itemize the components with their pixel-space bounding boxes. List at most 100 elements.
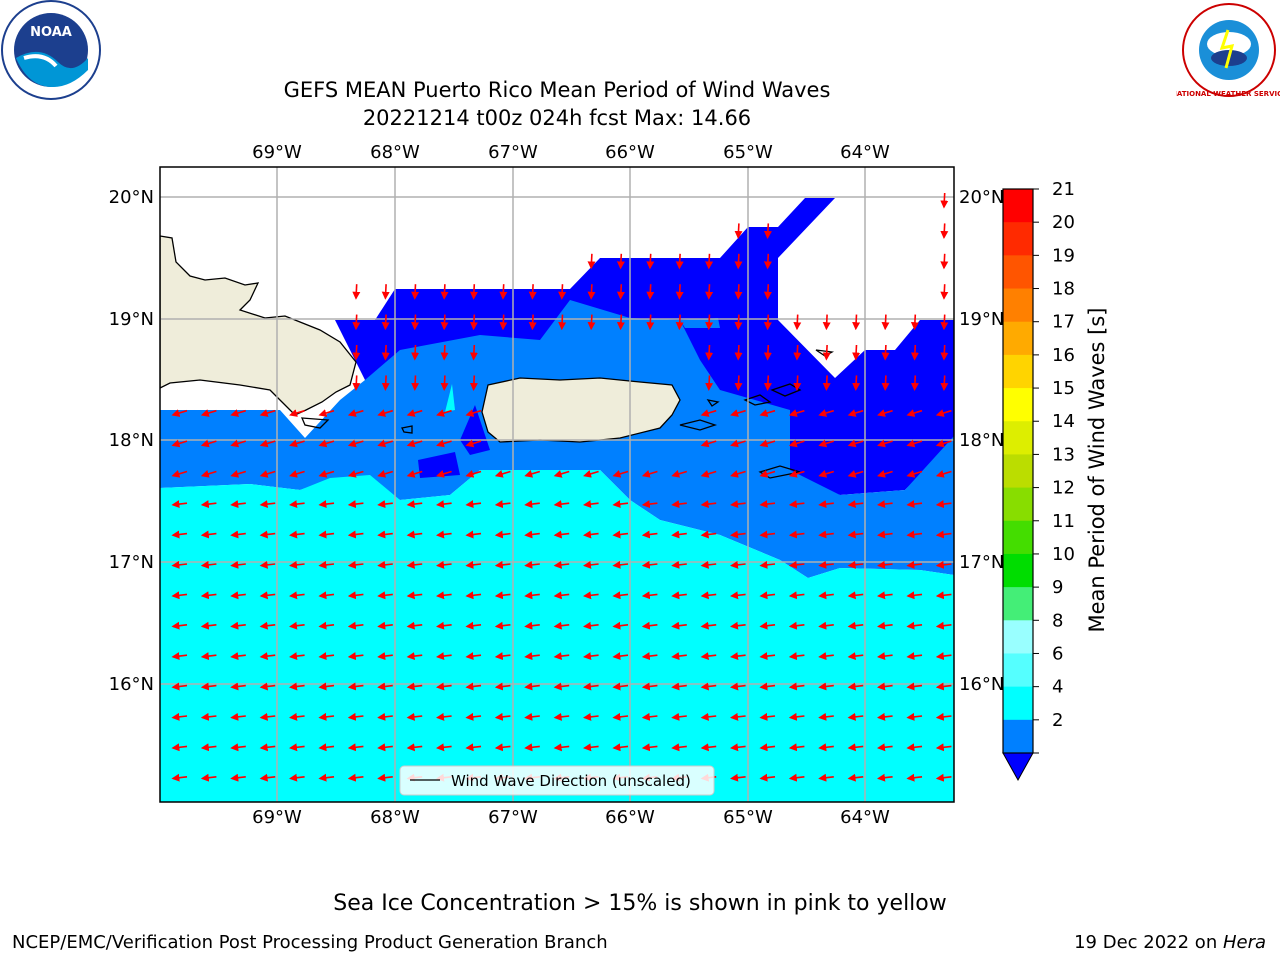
wind-arrow — [289, 652, 305, 661]
wind-arrow — [852, 375, 861, 391]
colorbar-segment — [1003, 587, 1033, 621]
wind-arrow — [230, 409, 247, 417]
wind-arrow — [818, 682, 834, 691]
wind-arrow — [818, 560, 834, 569]
wind-arrow — [230, 470, 247, 478]
wind-arrow — [818, 621, 834, 630]
wind-arrow — [230, 652, 246, 661]
wind-arrow — [700, 560, 717, 569]
cyan-patch — [445, 384, 455, 412]
wind-arrow — [465, 621, 482, 630]
lon-label: 67°W — [488, 807, 538, 828]
colorbar-tick-label: 12 — [1052, 478, 1075, 499]
wind-arrow — [646, 253, 655, 270]
wind-arrow — [935, 500, 952, 509]
wind-arrow — [763, 284, 772, 300]
wind-arrow — [700, 470, 717, 478]
wind-arrow — [465, 560, 482, 569]
wind-arrow — [494, 682, 511, 691]
lat-label: 19°N — [109, 309, 154, 330]
wind-arrow — [465, 439, 482, 448]
lon-label: 66°W — [605, 142, 655, 163]
wind-arrow — [230, 712, 246, 721]
colorbar-segment — [1003, 189, 1033, 223]
colorbar-segment — [1003, 222, 1033, 256]
wind-arrow — [906, 560, 923, 569]
wind-arrow — [700, 621, 717, 630]
colorbar-tick-label: 6 — [1052, 643, 1063, 664]
wind-arrow — [818, 743, 834, 752]
wind-arrow — [877, 439, 893, 448]
wind-arrow — [759, 500, 776, 509]
wind-arrow — [763, 314, 772, 331]
wind-arrow — [524, 652, 540, 661]
colorbar-segment — [1003, 487, 1033, 522]
wind-arrow — [465, 530, 482, 539]
wind-arrow — [230, 682, 246, 691]
wind-arrow — [259, 743, 276, 752]
wind-arrow — [877, 743, 893, 752]
colorbar-segment — [1003, 686, 1033, 721]
wind-arrow — [200, 712, 217, 721]
wind-arrow — [700, 530, 717, 539]
wind-arrow — [700, 439, 717, 448]
wind-arrow — [847, 470, 864, 478]
wind-arrow — [847, 621, 864, 630]
wind-arrow — [906, 682, 923, 691]
wind-arrow — [440, 375, 449, 391]
wind-arrow — [612, 500, 629, 509]
colorbar-tick-label: 10 — [1052, 544, 1075, 565]
lon-label: 68°W — [370, 807, 420, 828]
wind-arrow — [877, 621, 893, 630]
wind-arrow — [465, 682, 482, 691]
wind-arrow — [318, 409, 335, 417]
wind-arrow — [524, 712, 540, 721]
wind-arrow — [436, 712, 452, 721]
wind-arrow — [759, 712, 776, 721]
wind-arrow — [553, 743, 570, 752]
wind-arrow — [906, 500, 923, 509]
wind-arrow — [553, 621, 570, 630]
colorbar-segment — [1003, 520, 1033, 555]
wind-arrow — [612, 591, 629, 600]
wind-arrow — [469, 284, 478, 300]
wind-arrow — [347, 712, 364, 721]
wind-arrow — [440, 284, 449, 300]
wind-arrow — [318, 682, 335, 691]
wind-arrow — [465, 652, 482, 661]
map-legend: Wind Wave Direction (unscaled) — [399, 765, 715, 796]
wind-arrow — [200, 470, 217, 478]
wind-arrow — [587, 314, 596, 331]
lat-labels-left: 20°N 19°N 18°N 17°N 16°N — [109, 187, 154, 695]
lon-label: 68°W — [370, 142, 420, 163]
wind-arrow — [377, 621, 393, 630]
wind-arrow — [318, 773, 335, 782]
wind-arrow — [377, 560, 393, 569]
wind-arrow — [730, 621, 746, 630]
wind-arrow — [734, 253, 743, 270]
sea-ice-note: Sea Ice Concentration > 15% is shown in … — [333, 891, 947, 916]
wind-arrow — [347, 652, 364, 661]
lat-label: 16°N — [109, 674, 154, 695]
wind-arrow — [734, 284, 743, 300]
wind-arrow — [406, 712, 423, 721]
wind-arrow — [352, 375, 361, 391]
map-fields — [160, 167, 954, 802]
wind-arrow — [730, 470, 746, 478]
wind-arrow — [671, 652, 687, 661]
wind-arrow — [759, 652, 776, 661]
wind-arrow — [553, 682, 570, 691]
wind-arrow — [935, 530, 952, 539]
wind-arrow — [200, 500, 217, 509]
wind-arrow — [759, 560, 776, 569]
wind-arrow — [494, 470, 511, 478]
wind-arrow — [906, 773, 923, 782]
wind-arrow — [910, 314, 919, 331]
wind-arrow — [940, 344, 949, 361]
wind-arrow — [877, 773, 893, 782]
wind-arrow — [700, 500, 717, 509]
wind-arrow — [734, 344, 743, 361]
wind-arrow — [935, 652, 952, 661]
wind-arrow — [877, 652, 893, 661]
wind-arrow — [347, 773, 364, 782]
